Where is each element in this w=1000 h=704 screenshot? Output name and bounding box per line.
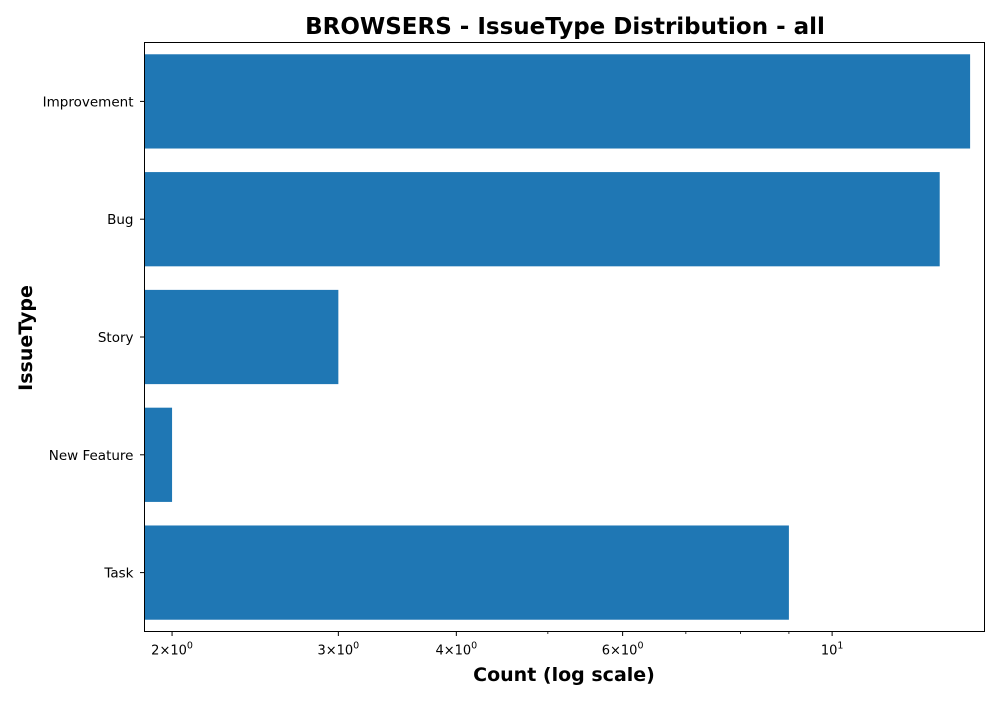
- bar-new-feature: [144, 407, 173, 502]
- bars-group: [144, 54, 971, 620]
- x-tick-label: 4×100: [435, 641, 477, 659]
- x-tick-label: 6×100: [602, 641, 644, 659]
- bar-story: [144, 289, 339, 385]
- bar-bug: [144, 172, 940, 267]
- y-tick-label: New Feature: [49, 448, 134, 464]
- y-tick-label: Story: [98, 330, 134, 346]
- x-tick-label: 3×100: [317, 641, 359, 659]
- x-axis-ticks: 2×100 3×100 4×100 6×100 101: [151, 631, 844, 659]
- chart-title: BROWSERS - IssueType Distribution - all: [305, 14, 825, 40]
- x-axis-label: Count (log scale): [473, 664, 655, 686]
- x-tick-label: 2×100: [151, 641, 193, 659]
- x-tick-label: 101: [821, 641, 844, 659]
- y-tick-label: Task: [103, 566, 133, 582]
- plot-frame: [144, 42, 985, 632]
- y-tick-label: Improvement: [43, 94, 134, 110]
- y-tick-label: Bug: [107, 212, 133, 228]
- bar-task: [144, 525, 789, 620]
- y-axis-ticks: Improvement Bug Story New Feature Task: [43, 94, 145, 582]
- y-axis-label: IssueType: [15, 285, 37, 391]
- bar-improvement: [144, 54, 971, 149]
